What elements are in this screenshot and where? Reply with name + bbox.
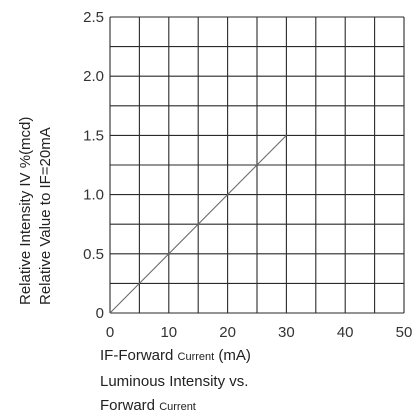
x-tick-label: 50: [396, 324, 413, 341]
y-tick-label: 2.5: [83, 9, 104, 26]
y-tick-labels: 0 0.5 1.0 1.5 2.0 2.5: [83, 9, 104, 322]
x-axis-label-part-1: IF-Forward: [100, 347, 178, 364]
x-tick-label: 30: [278, 324, 295, 341]
y-tick-label: 1.5: [83, 127, 104, 144]
y-tick-label: 1.0: [83, 187, 104, 204]
x-tick-labels: 0 10 20 30 40 50: [106, 324, 413, 341]
x-axis-label-part-3: (mA): [214, 347, 251, 364]
grid: [109, 16, 405, 314]
x-tick-label: 10: [160, 324, 177, 341]
caption-line-2-part-2: Current: [159, 401, 196, 413]
series-line-0: [109, 135, 287, 314]
y-tick-label: 0.5: [83, 246, 104, 263]
y-tick-label: 2.0: [83, 68, 104, 85]
series-layer: [109, 135, 287, 314]
caption-line-1: Luminous Intensity vs.: [100, 373, 248, 390]
x-tick-label: 20: [219, 324, 236, 341]
x-axis-label-part-2: Current: [178, 351, 215, 363]
y-axis-label-line-1: Relative Intensity IV %(mcd): [17, 117, 34, 305]
caption-line-2-part-1: Forward: [100, 397, 159, 414]
caption-line-2: Forward Current: [100, 397, 196, 414]
y-tick-label: 0: [96, 305, 104, 322]
x-tick-label: 40: [337, 324, 354, 341]
y-axis-label-line-2: Relative Value to IF=20mA: [37, 127, 54, 305]
x-axis-label: IF-Forward Current (mA): [100, 347, 251, 364]
x-tick-label: 0: [106, 324, 114, 341]
